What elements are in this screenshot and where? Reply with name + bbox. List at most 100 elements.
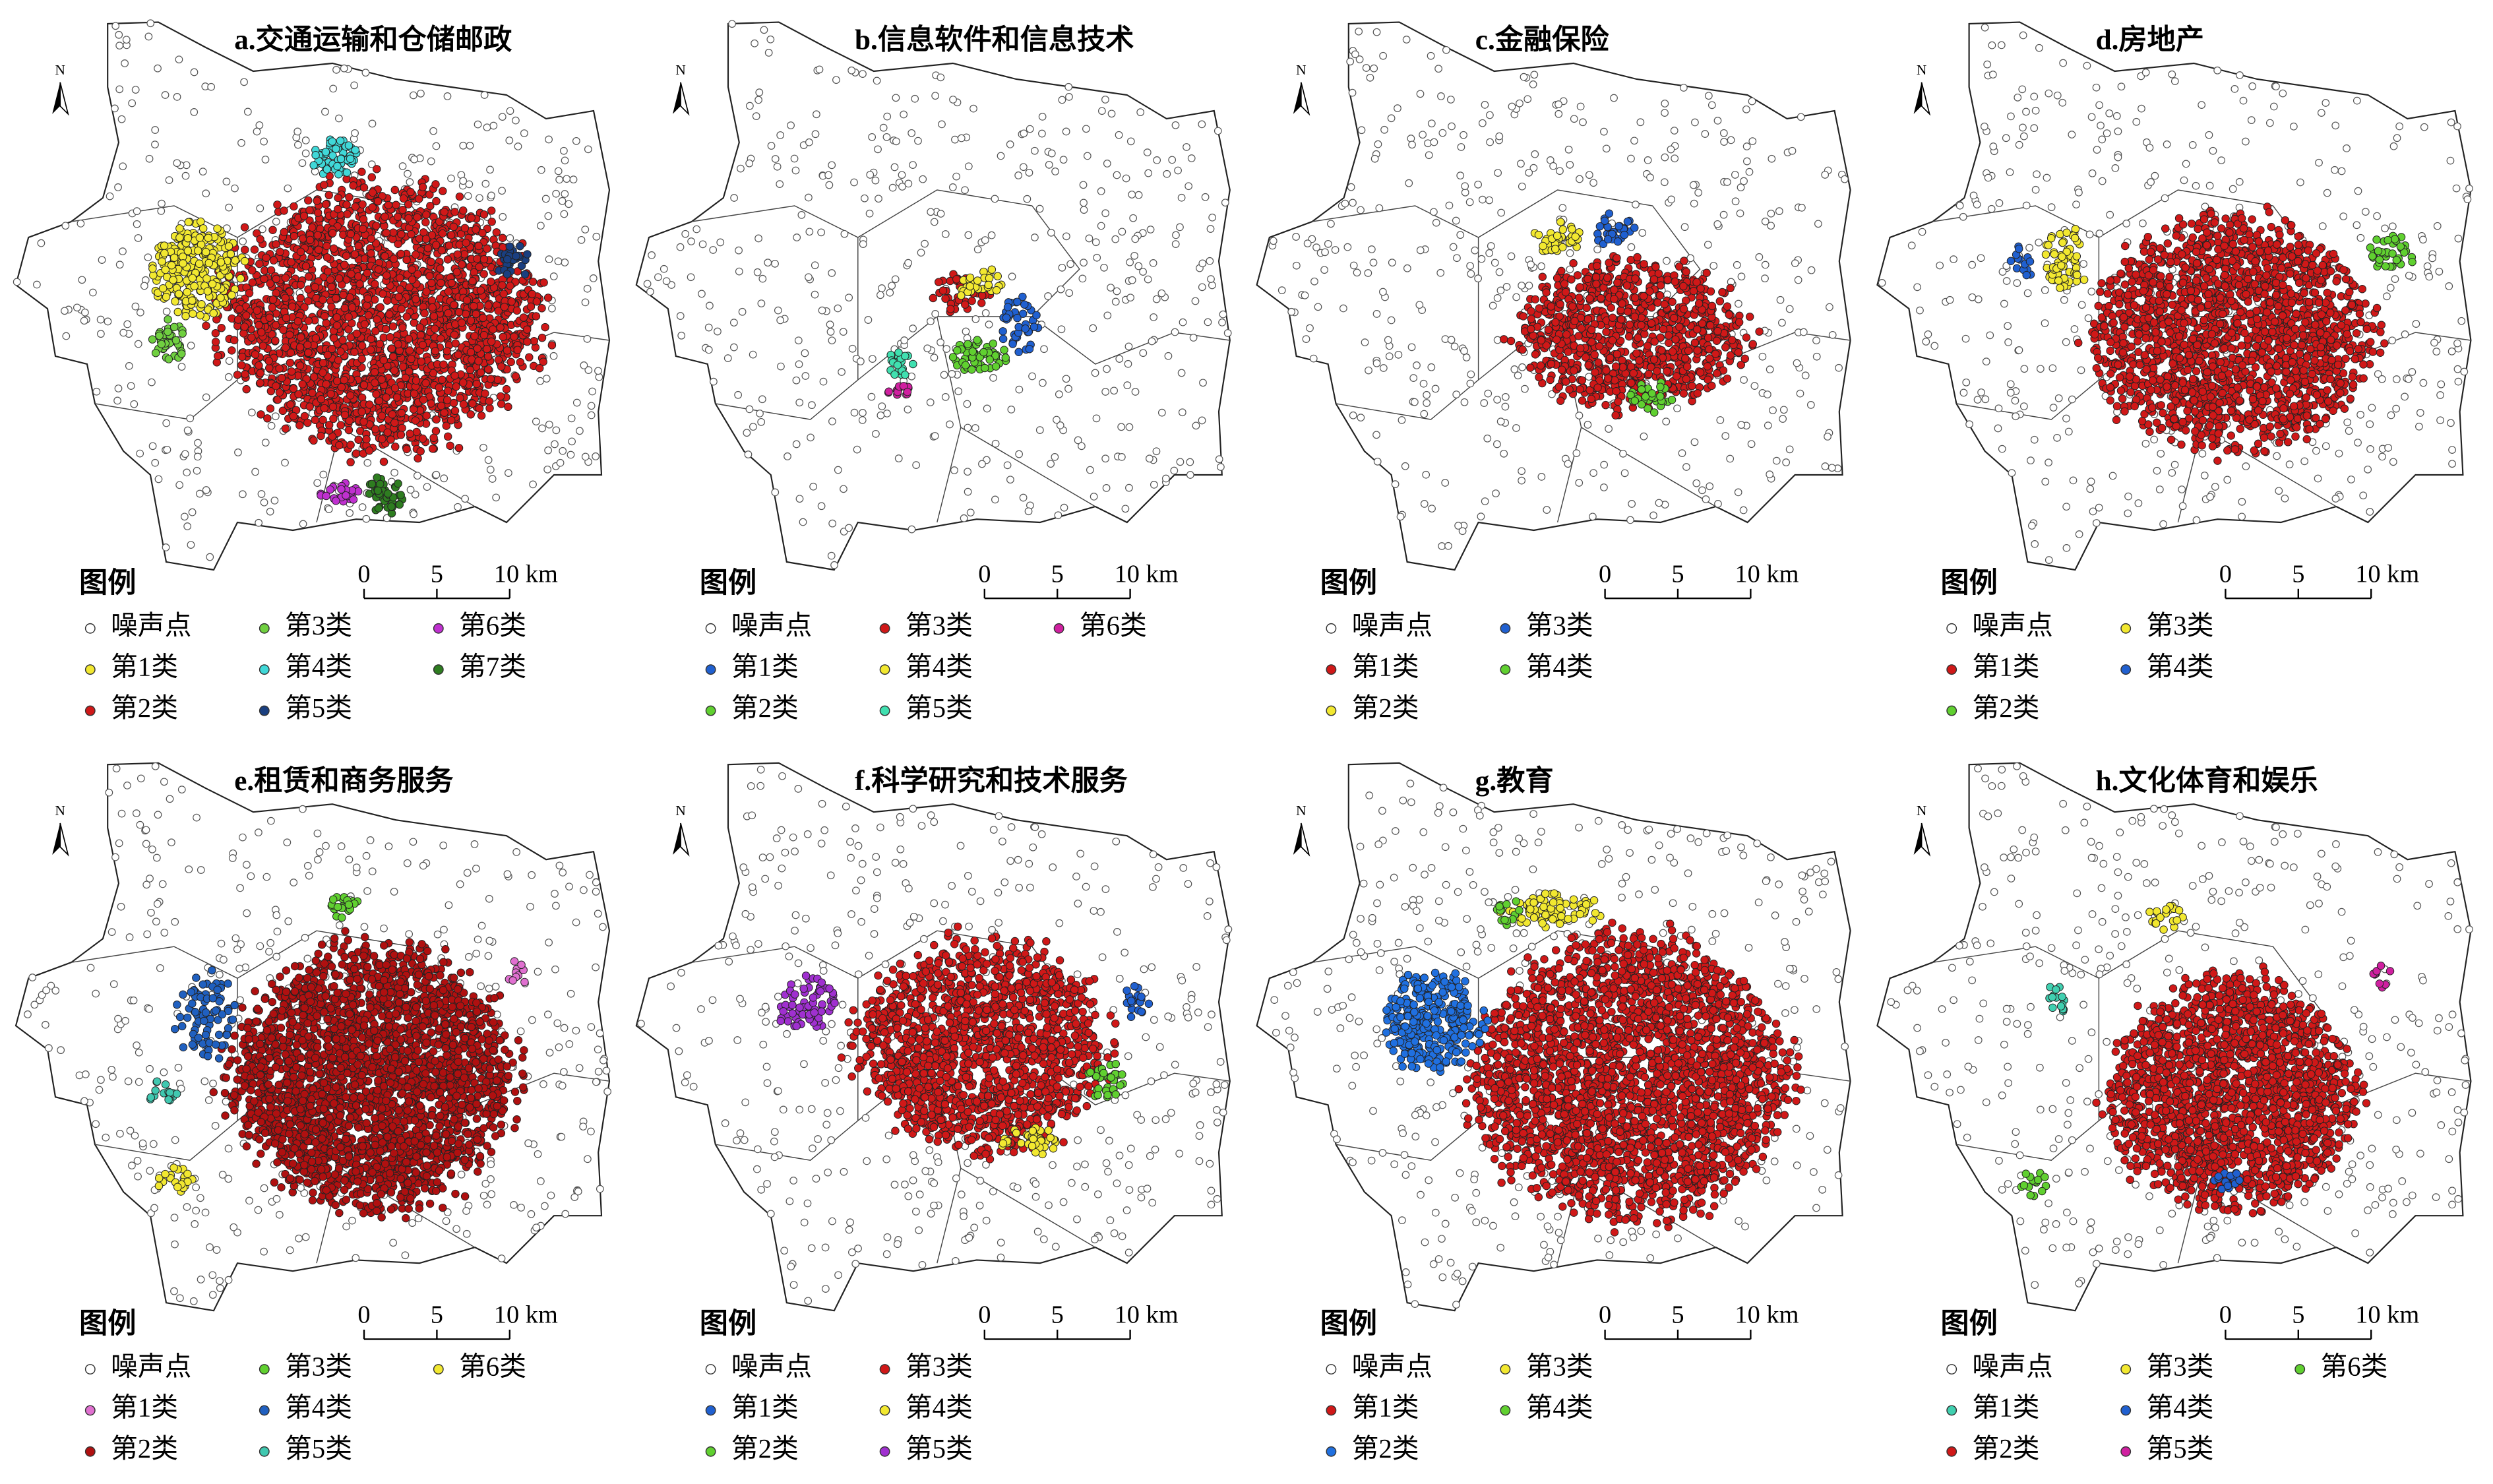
- noise-point: [590, 275, 597, 282]
- cluster-point: [459, 379, 467, 386]
- cluster-point: [500, 290, 508, 298]
- noise-point: [462, 495, 469, 503]
- noise-point: [126, 363, 133, 370]
- cluster-point: [243, 312, 251, 320]
- cluster-point: [256, 260, 264, 268]
- cluster-point: [419, 341, 427, 349]
- cluster-point: [437, 402, 445, 410]
- cluster-point: [339, 336, 347, 344]
- cluster-point: [335, 274, 343, 282]
- cluster-point: [179, 260, 187, 268]
- cluster-point: [329, 403, 337, 411]
- cluster-point: [195, 260, 203, 268]
- cluster-point: [481, 390, 489, 398]
- cluster-point: [259, 342, 267, 350]
- cluster-point: [427, 258, 435, 266]
- cluster-point: [360, 381, 368, 389]
- cluster-point: [217, 259, 225, 266]
- cluster-point: [322, 201, 330, 208]
- noise-point: [553, 427, 560, 434]
- cluster-point: [520, 314, 528, 322]
- noise-point: [133, 208, 140, 215]
- noise-point: [253, 128, 261, 135]
- cluster-point: [367, 249, 375, 257]
- noise-point: [546, 421, 553, 428]
- noise-point: [120, 329, 127, 336]
- cluster-point: [440, 361, 448, 369]
- noise-point: [184, 523, 191, 530]
- cluster-point: [497, 392, 505, 400]
- noise-point: [226, 357, 233, 365]
- cluster-point: [266, 314, 274, 322]
- noise-point: [570, 176, 577, 183]
- cluster-point: [458, 261, 466, 268]
- noise-point: [559, 198, 566, 205]
- cluster-point: [538, 334, 546, 342]
- noise-point: [193, 467, 200, 474]
- noise-point: [352, 130, 359, 137]
- cluster-point: [426, 272, 434, 280]
- noise-point: [61, 307, 69, 315]
- noise-point: [299, 160, 306, 167]
- cluster-point: [444, 256, 452, 264]
- noise-point: [121, 60, 129, 67]
- cluster-point: [419, 396, 427, 404]
- cluster-point: [238, 353, 246, 361]
- cluster-point: [197, 218, 205, 226]
- cluster-point: [460, 400, 468, 408]
- noise-point: [507, 235, 514, 242]
- cluster-point: [451, 407, 459, 415]
- noise-point: [545, 136, 553, 143]
- cluster-point: [439, 376, 446, 384]
- noise-point: [158, 200, 166, 207]
- noise-point: [182, 172, 189, 179]
- noise-point: [488, 192, 495, 199]
- cluster-point: [414, 214, 421, 222]
- noise-point: [114, 397, 121, 404]
- cluster-point: [214, 352, 222, 360]
- cluster-point: [241, 371, 249, 379]
- cluster-point: [321, 313, 328, 321]
- cluster-point: [234, 316, 242, 324]
- cluster-point: [422, 379, 430, 387]
- cluster-point: [282, 425, 290, 433]
- cluster-point: [369, 189, 377, 197]
- noise-point: [346, 510, 354, 517]
- cluster-point: [280, 326, 288, 334]
- cluster-point: [474, 255, 481, 263]
- noise-point: [187, 342, 195, 350]
- cluster-point: [358, 342, 366, 350]
- cluster-point: [364, 295, 372, 303]
- cluster-point: [183, 288, 191, 296]
- cluster-point: [487, 338, 495, 346]
- cluster-point: [452, 383, 460, 390]
- cluster-point: [334, 356, 342, 364]
- cluster-point: [412, 251, 419, 259]
- noise-point: [195, 439, 202, 447]
- cluster-point: [386, 333, 394, 341]
- cluster-point: [358, 168, 366, 176]
- cluster-point: [368, 173, 376, 181]
- noise-point: [364, 459, 371, 466]
- noise-point: [530, 481, 537, 488]
- noise-point: [262, 156, 269, 164]
- noise-point: [585, 146, 592, 153]
- cluster-point: [494, 376, 502, 384]
- noise-point: [582, 299, 589, 306]
- cluster-point: [458, 319, 466, 327]
- cluster-point: [286, 359, 294, 367]
- cluster-point: [282, 274, 290, 282]
- cluster-point: [386, 311, 394, 319]
- noise-point: [194, 453, 201, 460]
- cluster-point: [437, 265, 445, 273]
- noise-point: [493, 494, 500, 501]
- noise-point: [295, 141, 302, 148]
- cluster-point: [323, 319, 330, 327]
- noise-point: [441, 475, 448, 482]
- cluster-point: [455, 444, 463, 452]
- cluster-point: [257, 328, 265, 336]
- noise-point: [589, 388, 596, 395]
- noise-point: [124, 321, 131, 328]
- cluster-point: [326, 276, 334, 284]
- cluster-point: [461, 224, 469, 232]
